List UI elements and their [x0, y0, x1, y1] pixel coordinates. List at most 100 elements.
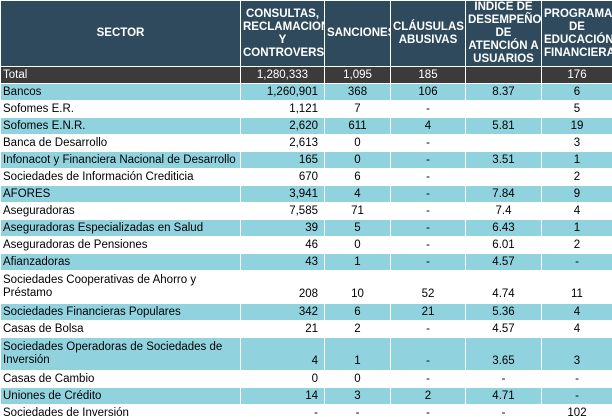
cell-programas: 3: [541, 337, 612, 371]
cell-sector: Sociedades de Información Crediticia: [0, 168, 241, 186]
cell-sector: Aseguradoras Especializadas en Salud: [0, 219, 241, 237]
cell-consultas: 39: [240, 219, 325, 237]
cell-indice: -: [465, 370, 542, 388]
table-row: Sofomes E.R. 1,121 7- 5: [0, 100, 612, 118]
cell-clausulas: -: [390, 100, 466, 118]
cell-clausulas: -: [390, 253, 466, 271]
header-sector: SECTOR: [0, 0, 241, 67]
cell-clausulas: 106: [390, 83, 466, 101]
cell-sanciones: 0: [324, 236, 391, 254]
cell-sanciones: 6: [324, 303, 391, 321]
cell-clausulas: -: [390, 202, 466, 220]
cell-programas: -: [541, 387, 612, 405]
cell-consultas: 21: [240, 320, 325, 338]
cell-programas: 2: [541, 236, 612, 254]
table-row: Sociedades de Inversión - - - -102: [0, 404, 612, 419]
cell-indice: -: [465, 404, 542, 419]
cell-sanciones: 0: [324, 134, 391, 152]
cell-indice: 8.37: [465, 83, 542, 101]
cell-programas: -: [541, 253, 612, 271]
cell-clausulas: -: [390, 185, 466, 203]
cell-programas: 3: [541, 134, 612, 152]
cell-consultas: 4: [240, 337, 325, 371]
cell-clausulas: 21: [390, 303, 466, 321]
table-row: Sociedades Operadoras de Sociedades de I…: [0, 337, 612, 371]
cell-programas: 4: [541, 303, 612, 321]
table-row: Afianzadoras 43 1-4.57-: [0, 253, 612, 271]
cell-sanciones: 5: [324, 219, 391, 237]
cell-consultas: 46: [240, 236, 325, 254]
cell-sector: Total: [0, 66, 241, 84]
cell-indice: 7.84: [465, 185, 542, 203]
cell-sanciones: 1,095: [324, 66, 391, 84]
cell-clausulas: -: [390, 168, 466, 186]
cell-clausulas: 4: [390, 117, 466, 135]
cell-indice: 6.01: [465, 236, 542, 254]
cell-clausulas: 52: [390, 270, 466, 304]
cell-consultas: 208: [240, 270, 325, 304]
cell-programas: 2: [541, 168, 612, 186]
cell-clausulas: -: [390, 236, 466, 254]
cell-indice: 3.65: [465, 337, 542, 371]
table-row: Uniones de Crédito 14 3 2 4.71-: [0, 387, 612, 405]
cell-indice: [465, 168, 542, 186]
table-row: Sofomes E.N.R. 2,620 611 4 5.81 19: [0, 117, 612, 135]
cell-sector: Sociedades Financieras Populares: [0, 303, 241, 321]
cell-sanciones: 6: [324, 168, 391, 186]
cell-sanciones: 71: [324, 202, 391, 220]
cell-indice: [465, 134, 542, 152]
cell-sector: Infonacot y Financiera Nacional de Desar…: [0, 151, 241, 169]
cell-consultas: 2,620: [240, 117, 325, 135]
table-row: Sociedades Financieras Populares 342 6 21 5.…: [0, 303, 612, 321]
table-body: Total 1,280,333 1,095 185 176 Bancos 1,260,901…: [0, 66, 612, 419]
cell-clausulas: -: [390, 219, 466, 237]
cell-sanciones: 0: [324, 151, 391, 169]
table-row: Casas de Cambio 0 0- - -: [0, 370, 612, 388]
cell-consultas: 3,941: [240, 185, 325, 203]
total-row: Total 1,280,333 1,095 185 176: [0, 66, 612, 84]
header-programas: PROGRAMAS DE EDUCACIÓN FINANCIERA: [541, 0, 612, 67]
cell-sector: Aseguradoras de Pensiones: [0, 236, 241, 254]
cell-indice: 5.81: [465, 117, 542, 135]
cell-programas: 11: [541, 270, 612, 304]
cell-clausulas: -: [390, 134, 466, 152]
cell-clausulas: -: [390, 370, 466, 388]
cell-indice: 4.71: [465, 387, 542, 405]
header-indice: ÍNDICE DE DESEMPEÑO DE ATENCIÓN A USUARI…: [465, 0, 542, 67]
cell-programas: 19: [541, 117, 612, 135]
cell-sanciones: -: [324, 404, 391, 419]
cell-consultas: 43: [240, 253, 325, 271]
cell-clausulas: 2: [390, 387, 466, 405]
cell-sector: Sociedades Cooperativas de Ahorro y Prés…: [0, 270, 241, 304]
table-row: Casas de Bolsa 21 2-4.57 4: [0, 320, 612, 338]
cell-sanciones: 7: [324, 100, 391, 118]
header-clausulas: CLÁUSULAS ABUSIVAS: [390, 0, 466, 67]
cell-sanciones: 3: [324, 387, 391, 405]
cell-consultas: 342: [240, 303, 325, 321]
cell-programas: 1: [541, 151, 612, 169]
cell-indice: 6.43: [465, 219, 542, 237]
cell-sector: Afianzadoras: [0, 253, 241, 271]
cell-sector: Bancos: [0, 83, 241, 101]
cell-programas: 6: [541, 83, 612, 101]
cell-consultas: 670: [240, 168, 325, 186]
cell-clausulas: -: [390, 151, 466, 169]
header-row: SECTOR CONSULTAS, RECLAMACIONES Y CONTRO…: [0, 0, 612, 67]
cell-sanciones: 611: [324, 117, 391, 135]
cell-consultas: 1,260,901: [240, 83, 325, 101]
cell-consultas: 14: [240, 387, 325, 405]
cell-sector: Sociedades de Inversión: [0, 404, 241, 419]
cell-sanciones: 368: [324, 83, 391, 101]
cell-sector: Aseguradoras: [0, 202, 241, 220]
cell-sector: Casas de Bolsa: [0, 320, 241, 338]
cell-sector: Uniones de Crédito: [0, 387, 241, 405]
cell-sector: Casas de Cambio: [0, 370, 241, 388]
cell-clausulas: -: [390, 320, 466, 338]
cell-programas: 4: [541, 320, 612, 338]
cell-indice: 5.36: [465, 303, 542, 321]
cell-sanciones: 10: [324, 270, 391, 304]
table-row: Infonacot y Financiera Nacional de Desar…: [0, 151, 612, 169]
table-row: Bancos 1,260,901 368 106 8.37 6: [0, 83, 612, 101]
table-row: Aseguradoras Especializadas en Salud 39 5-…: [0, 219, 612, 237]
